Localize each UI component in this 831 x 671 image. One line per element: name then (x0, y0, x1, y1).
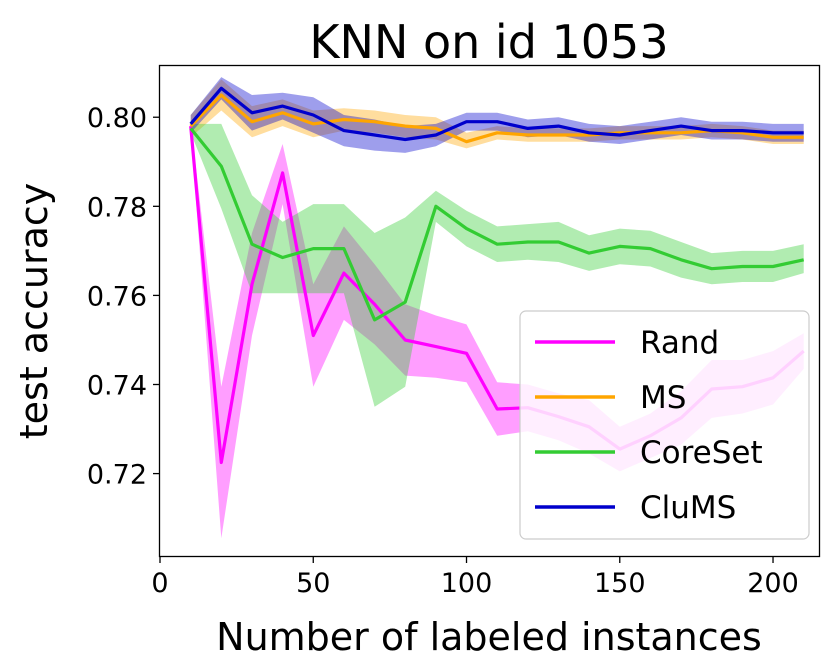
legend: Rand MS CoreSet CluMS (519, 310, 810, 540)
y-tick-label: 0.76 (87, 281, 147, 312)
chart-title: KNN on id 1053 (309, 15, 668, 69)
plot-frame (158, 64, 821, 558)
y-axis: 0.72 0.74 0.76 0.78 0.80 (87, 103, 160, 491)
legend-label-ms: MS (640, 380, 686, 416)
y-tick-label: 0.74 (87, 371, 147, 402)
x-axis: 0 50 100 150 200 (151, 556, 799, 599)
x-tick-label: 0 (151, 568, 168, 599)
legend-label-coreset: CoreSet (640, 435, 763, 471)
x-tick-label: 50 (296, 568, 330, 599)
band-clums (190, 77, 804, 153)
y-tick-label: 0.72 (87, 460, 147, 491)
band-coreset (190, 123, 804, 407)
y-axis-label: test accuracy (12, 183, 56, 440)
x-tick-label: 150 (594, 568, 646, 599)
x-tick-label: 200 (747, 568, 799, 599)
y-tick-label: 0.78 (87, 192, 147, 223)
legend-label-rand: Rand (640, 325, 719, 361)
y-tick-label: 0.80 (87, 103, 147, 134)
legend-box (519, 310, 810, 540)
line-coreset (189, 127, 805, 322)
x-tick-label: 100 (441, 568, 493, 599)
x-axis-label: Number of labeled instances (216, 615, 762, 659)
line-clums (189, 86, 804, 142)
legend-label-clums: CluMS (640, 490, 736, 526)
line-ms (189, 93, 804, 144)
